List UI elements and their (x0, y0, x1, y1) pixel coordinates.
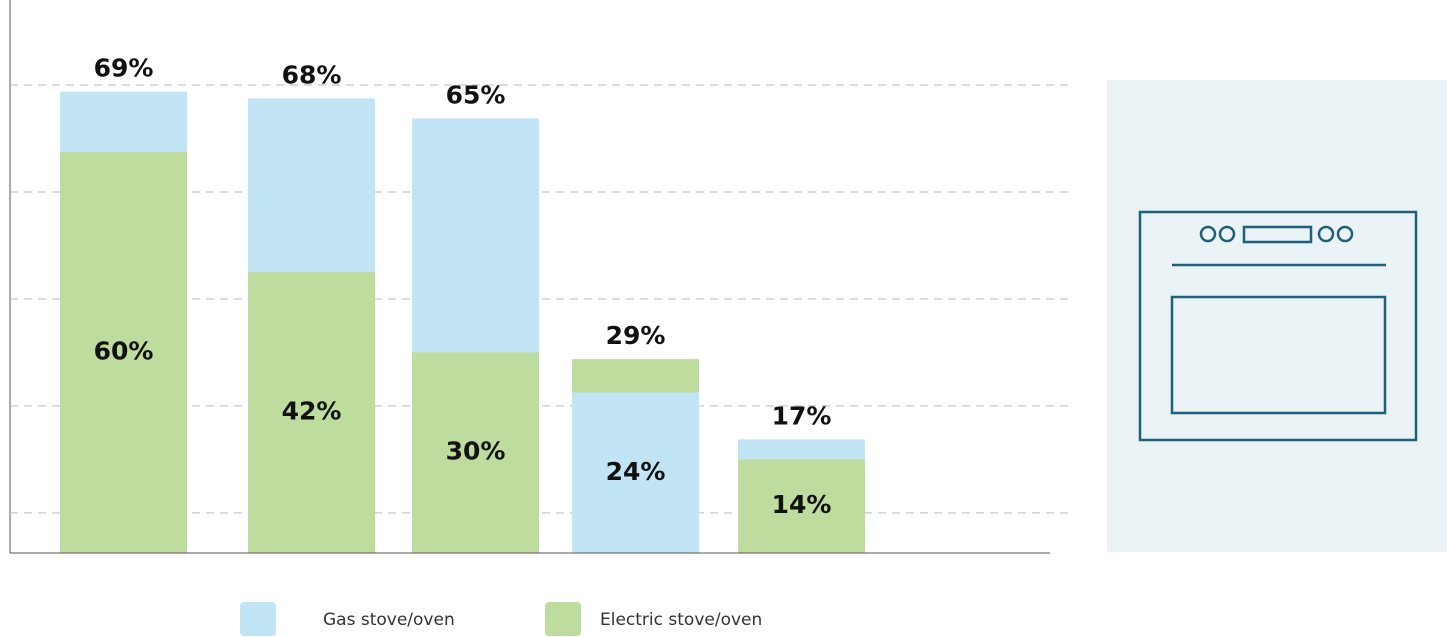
value-label: 60% (94, 336, 154, 365)
value-label: 68% (282, 60, 342, 89)
value-label: 69% (94, 54, 154, 83)
value-label: 17% (772, 401, 832, 430)
legend-label: Gas stove/oven (323, 610, 455, 630)
value-label: 14% (772, 490, 832, 519)
oven-icon (1138, 210, 1418, 442)
legend-label: Electric stove/oven (600, 610, 762, 630)
legend-item: Electric stove/oven (545, 602, 762, 636)
bar (412, 352, 539, 553)
legend-item: Gas stove/oven (240, 602, 455, 636)
value-label: 42% (282, 397, 342, 426)
value-label: 30% (446, 437, 506, 466)
bar (738, 459, 865, 553)
legend-swatch (545, 602, 581, 636)
legend-swatch (240, 602, 276, 636)
value-label: 29% (606, 321, 666, 350)
value-label: 24% (606, 457, 666, 486)
bar (248, 272, 375, 553)
bar (572, 392, 699, 553)
illustration-panel (1107, 80, 1447, 552)
value-label: 65% (446, 80, 506, 109)
bar (60, 151, 187, 553)
